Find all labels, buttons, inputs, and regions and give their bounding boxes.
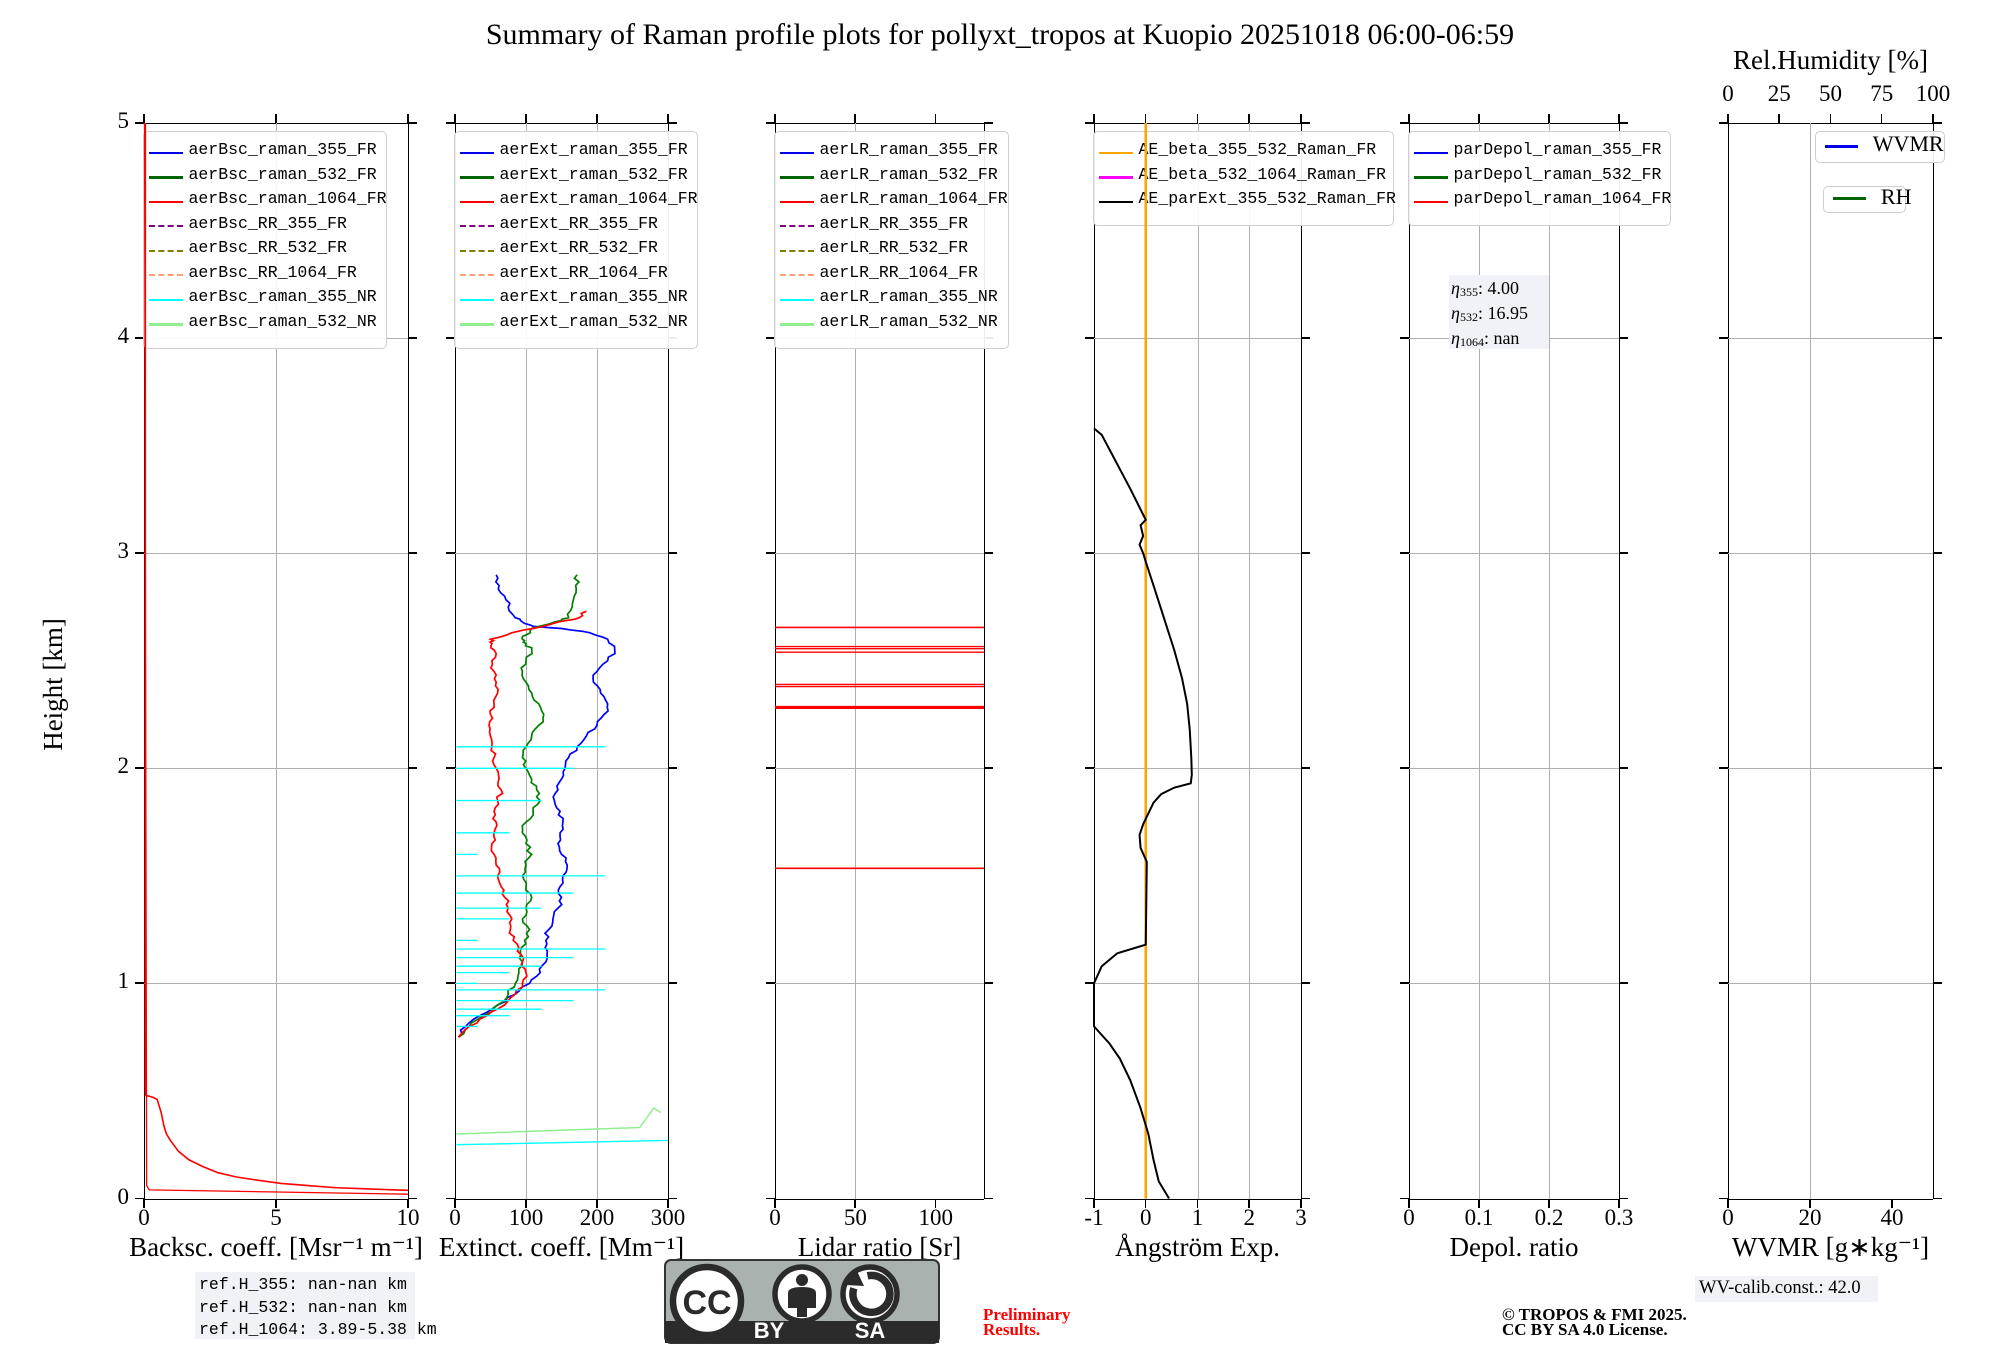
svg-text:BY: BY: [754, 1318, 785, 1343]
svg-text:SA: SA: [855, 1318, 886, 1343]
svg-text:CC: CC: [682, 1284, 731, 1322]
svg-text:Height [km]: Height [km]: [38, 618, 68, 751]
